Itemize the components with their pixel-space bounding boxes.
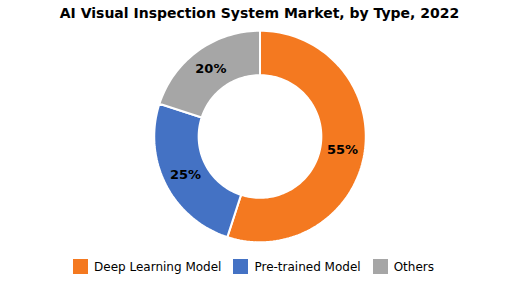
svg-text:25%: 25% bbox=[170, 167, 201, 182]
svg-text:55%: 55% bbox=[327, 142, 358, 157]
html-text:Others: Others bbox=[393, 259, 434, 274]
html-text:Deep Learning Model: Deep Learning Model bbox=[94, 259, 222, 274]
svg-text:20%: 20% bbox=[195, 61, 226, 76]
html-text:Pre-trained Model: Pre-trained Model bbox=[254, 259, 361, 274]
html-text:AI Visual Inspection System Ma: AI Visual Inspection System Market, by T… bbox=[59, 5, 460, 21]
